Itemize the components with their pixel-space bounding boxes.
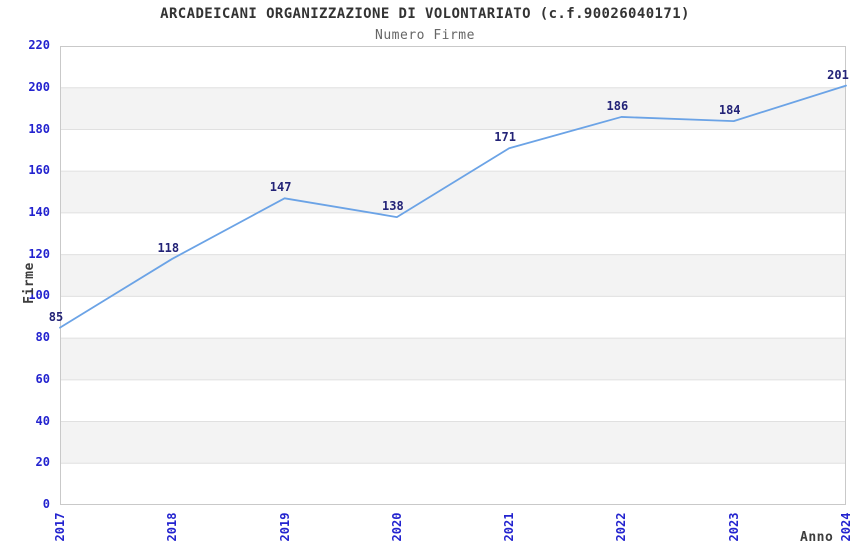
x-tick-label: 2018: [165, 512, 180, 542]
x-tick-label: 2021: [502, 512, 517, 542]
x-axis-title: Anno: [800, 530, 834, 545]
y-tick-label: 220: [28, 38, 50, 52]
y-tick-label: 120: [28, 246, 50, 261]
y-tick-label: 160: [28, 163, 50, 178]
chart-title: ARCADEICANI ORGANIZZAZIONE DI VOLONTARIA…: [160, 6, 690, 22]
y-tick-label: 20: [35, 455, 50, 470]
y-tick-label: 40: [35, 413, 50, 428]
y-tick-label: 100: [28, 288, 50, 303]
y-tick-label: 0: [42, 497, 50, 511]
x-tick-label: 2022: [614, 512, 629, 542]
y-tick-label: 140: [28, 204, 50, 219]
x-tick-label: 2024: [839, 512, 850, 542]
data-point-label: 184: [718, 103, 741, 118]
data-point-label: 171: [494, 130, 516, 145]
x-tick-label: 2020: [389, 512, 404, 542]
chart-subtitle: Numero Firme: [375, 28, 475, 43]
plot-area: 85 118 147 138 171 186 184 201: [49, 46, 849, 505]
data-point-label: 186: [606, 98, 629, 113]
data-point-label: 147: [269, 180, 292, 195]
y-tick-label: 60: [35, 371, 50, 386]
y-tick-label: 180: [28, 121, 50, 136]
data-point-label: 85: [48, 309, 64, 324]
x-tick-label: 2019: [277, 512, 292, 542]
y-axis-title: Firme: [22, 262, 37, 304]
data-point-label: 138: [382, 199, 404, 214]
line-series-svg: [59, 46, 847, 505]
y-tick-label: 80: [35, 330, 50, 345]
data-point-label: 201: [827, 67, 849, 82]
data-point-label: 118: [157, 240, 180, 255]
y-tick-label: 200: [28, 79, 50, 94]
x-tick-label: 2017: [53, 512, 67, 542]
x-tick-label: 2023: [726, 512, 741, 542]
